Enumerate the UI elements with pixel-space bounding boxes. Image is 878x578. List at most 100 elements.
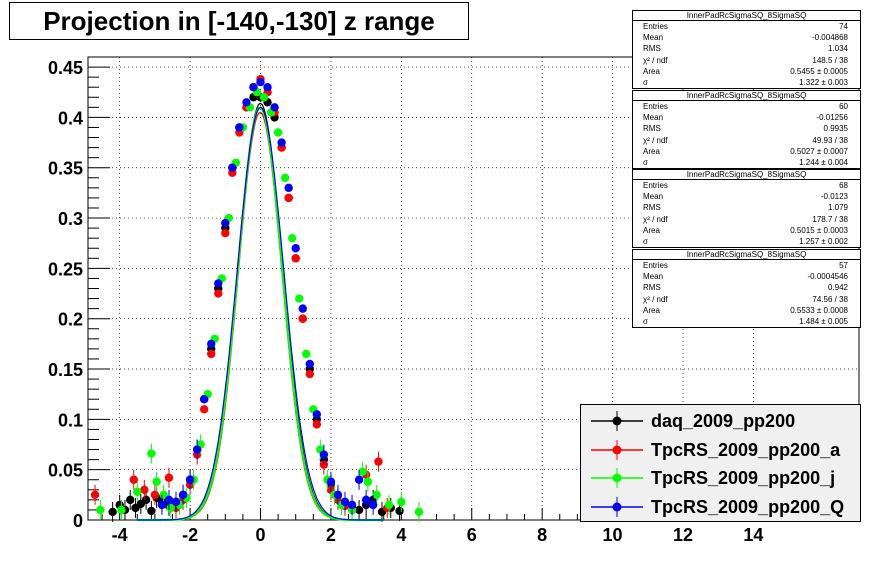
stats-value: 0.942 <box>827 283 848 293</box>
data-point <box>273 128 283 137</box>
data-point <box>354 475 364 484</box>
y-tick-label: 0.25 <box>48 259 83 279</box>
x-tick-label: 6 <box>467 525 477 545</box>
x-tick-label: -4 <box>112 525 128 545</box>
stats-label: RMS <box>643 44 661 54</box>
stats-label: Area <box>643 225 660 235</box>
data-point <box>141 495 151 505</box>
y-tick-label: 0.45 <box>48 58 83 78</box>
data-point <box>319 450 329 459</box>
stats-row: RMS 1.034 <box>633 43 860 54</box>
data-point <box>277 138 286 147</box>
stats-value: 74.56 / 38 <box>812 294 848 304</box>
x-tick-label: 2 <box>326 525 336 545</box>
stats-label: σ <box>643 157 648 167</box>
data-point <box>108 507 117 517</box>
data-point <box>126 495 135 505</box>
data-point <box>298 314 307 323</box>
data-point <box>192 445 202 454</box>
stats-label: χ² / ndf <box>643 135 668 145</box>
data-point <box>284 193 293 203</box>
stats-label: Entries <box>643 181 668 190</box>
data-point <box>312 420 322 429</box>
stats-row: σ 1.257 ± 0.002 <box>633 236 860 247</box>
stats-row: Entries 60 <box>633 101 860 112</box>
legend-entry: daq_2009_pp200 <box>581 407 860 435</box>
stats-value: -0.004868 <box>811 33 848 43</box>
legend-entry: TpcRS_2009_pp200_Q <box>581 493 860 521</box>
stats-value: -0.01256 <box>816 113 848 123</box>
data-point <box>214 279 223 288</box>
stats-row: Mean -0.004868 <box>633 32 860 43</box>
data-point <box>256 77 265 87</box>
data-point <box>117 505 126 515</box>
stats-row: σ 1.244 ± 0.004 <box>633 157 860 168</box>
stats-row: σ 1.484 ± 0.005 <box>633 316 860 327</box>
stats-value: 0.5533 ± 0.0008 <box>790 305 848 315</box>
stats-label: χ² / ndf <box>643 214 668 224</box>
stats-label: σ <box>643 236 648 246</box>
legend-label: daq_2009_pp200 <box>651 411 796 431</box>
stats-row: Entries 74 <box>633 21 860 32</box>
x-tick-label: 12 <box>673 525 693 545</box>
data-point <box>147 506 156 516</box>
data-point <box>96 505 105 515</box>
data-point <box>221 228 230 238</box>
data-point <box>207 349 216 359</box>
y-tick-label: 0.15 <box>48 360 83 380</box>
x-tick-label: 10 <box>603 525 623 545</box>
data-point <box>414 507 424 517</box>
data-point <box>395 506 404 516</box>
stats-row: Area 0.5455 ± 0.0005 <box>633 66 860 77</box>
stats-value: 0.5015 ± 0.0003 <box>790 225 848 235</box>
data-point <box>235 123 244 132</box>
data-point <box>295 294 304 303</box>
stats-box: InnerPadRcSigmaSQ_8SigmaSQ Entries 74 Mean -… <box>632 10 861 90</box>
stats-row: Entries 68 <box>633 180 860 191</box>
x-tick-label: -2 <box>182 525 198 545</box>
stats-box-title: InnerPadRcSigmaSQ_8SigmaSQ <box>633 250 860 260</box>
stats-label: Area <box>643 66 660 76</box>
data-point <box>302 349 311 359</box>
data-point <box>298 304 307 313</box>
stats-value: 178.7 / 38 <box>812 214 848 224</box>
stats-label: Mean <box>643 192 664 202</box>
stats-row: σ 1.322 ± 0.003 <box>633 77 860 88</box>
legend-entry: TpcRS_2009_pp200_j <box>581 464 860 492</box>
data-point <box>372 490 381 500</box>
data-point <box>199 395 209 404</box>
data-point <box>291 254 300 263</box>
legend-label: TpcRS_2009_pp200_j <box>651 468 836 488</box>
data-point <box>185 475 195 484</box>
data-point <box>152 477 161 486</box>
data-point <box>221 218 230 228</box>
stats-row: χ² / ndf 49.93 / 38 <box>633 135 860 146</box>
stats-row: χ² / ndf 74.56 / 38 <box>633 294 860 305</box>
data-point <box>207 339 216 349</box>
data-point <box>333 490 343 500</box>
stats-value: 0.9935 <box>823 124 848 134</box>
stats-label: Mean <box>643 272 664 282</box>
data-point <box>374 457 383 466</box>
stats-value: 0.5455 ± 0.0005 <box>790 66 848 76</box>
x-tick-label: 8 <box>537 525 547 545</box>
stats-value: 49.93 / 38 <box>812 135 848 145</box>
data-point <box>133 487 142 497</box>
stats-row: Mean -0.0123 <box>633 191 860 202</box>
x-tick-label: 0 <box>255 525 265 545</box>
stats-box-title: InnerPadRcSigmaSQ_8SigmaSQ <box>633 91 860 101</box>
stats-label: Entries <box>643 22 668 31</box>
stats-label: RMS <box>643 283 661 293</box>
legend-marker <box>591 411 643 431</box>
data-point <box>228 163 237 172</box>
stats-row: Entries 57 <box>633 260 860 271</box>
data-point <box>397 497 406 507</box>
y-tick-label: 0.1 <box>58 410 83 430</box>
stats-label: σ <box>643 316 648 326</box>
data-point <box>90 490 100 500</box>
x-tick-label: 4 <box>396 525 406 545</box>
stats-value: -0.0004546 <box>807 272 848 282</box>
data-point <box>287 233 297 243</box>
data-point <box>312 410 322 419</box>
stats-row: Mean -0.01256 <box>633 112 860 123</box>
